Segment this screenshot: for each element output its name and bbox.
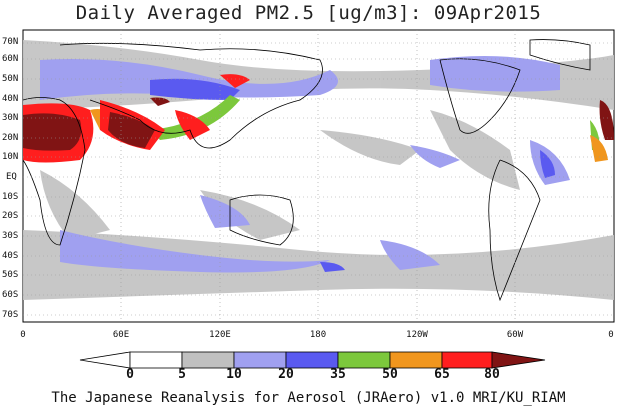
lat-label: 50N	[2, 74, 19, 84]
lat-label: 60N	[2, 54, 19, 64]
colorbar-label: 65	[434, 367, 450, 382]
lat-label: 20N	[2, 133, 19, 143]
lat-label: 30S	[2, 231, 19, 241]
colorbar-upper-arrow	[491, 351, 546, 369]
lat-label: EQ	[6, 172, 17, 182]
lat-label: 60S	[2, 290, 19, 300]
colorbar-label: 50	[382, 367, 398, 382]
colorbar-bin-50-65	[389, 351, 443, 369]
lat-label: 20S	[2, 211, 19, 221]
colorbar-label: 5	[178, 367, 186, 382]
colorbar-bin-0-5	[129, 351, 183, 369]
colorbar-bin-10-20	[233, 351, 287, 369]
footer-credit: The Japanese Reanalysis for Aerosol (JRA…	[51, 390, 566, 406]
concentration-field	[23, 39, 614, 302]
colorbar-label: 10	[226, 367, 242, 382]
colorbar-bin-20-35	[285, 351, 339, 369]
lat-label: 40S	[2, 251, 19, 261]
colorbar-bin-65-80	[441, 351, 493, 369]
gridlines	[23, 30, 614, 322]
map-title: Daily Averaged PM2.5 [ug/m3]: 09Apr2015	[75, 2, 542, 24]
colorbar-bin-5-10	[181, 351, 235, 369]
lat-label: 30N	[2, 113, 19, 123]
lat-label: 40N	[2, 94, 19, 104]
lat-label: 70N	[2, 37, 19, 47]
lon-label: 120E	[209, 330, 231, 340]
lon-label: 180	[309, 330, 327, 340]
colorbar-lower-arrow	[79, 351, 131, 369]
lat-label: 70S	[2, 310, 19, 320]
lat-label: 10N	[2, 152, 19, 162]
lon-label: 0	[20, 330, 26, 340]
lon-label: 0	[608, 330, 614, 340]
colorbar-label: 20	[278, 367, 294, 382]
lon-label: 120W	[406, 330, 428, 340]
lon-label: 60E	[112, 330, 130, 340]
lon-label: 60W	[506, 330, 524, 340]
colorbar-label: 0	[126, 367, 134, 382]
lat-label: 10S	[2, 192, 19, 202]
lat-label: 50S	[2, 270, 19, 280]
colorbar-label: 80	[484, 367, 500, 382]
coastlines	[23, 39, 591, 302]
colorbar-bin-35-50	[337, 351, 391, 369]
colorbar-label: 35	[330, 367, 346, 382]
colorbar	[79, 351, 546, 369]
